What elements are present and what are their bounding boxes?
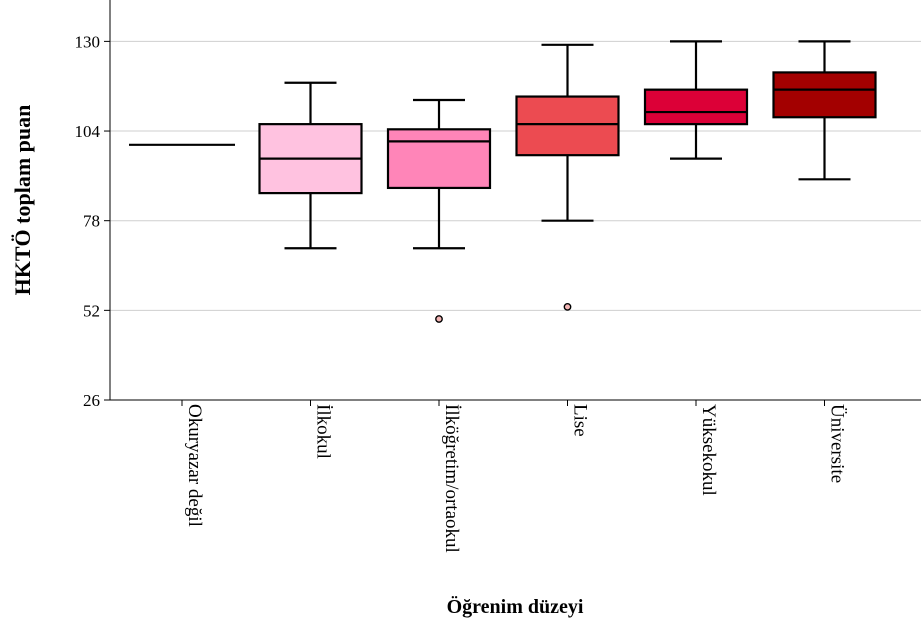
category-label: İlköğretim/ortaokul [441, 404, 462, 553]
box-4 [515, 43, 620, 311]
category-label: İlkokul [313, 404, 334, 459]
category-label: Üniversite [827, 404, 848, 483]
y-tick-label: 78 [83, 212, 100, 231]
box-rect [643, 88, 749, 126]
y-axis-title: HKTÖ toplam puan [10, 105, 35, 296]
box-3 [386, 98, 492, 323]
y-tick-label: 52 [83, 301, 100, 320]
boxes [129, 40, 877, 323]
box-6 [772, 40, 877, 181]
outlier-point [563, 302, 572, 311]
category-label: Lise [570, 404, 591, 437]
box-rect [515, 95, 620, 157]
box-rect [386, 128, 492, 190]
category-label: Yüksekokul [698, 404, 719, 496]
box-5 [643, 40, 749, 160]
y-tick-label: 26 [83, 391, 100, 410]
x-axis-title: Öğrenim düzeyi [447, 595, 584, 618]
box-2 [258, 81, 363, 250]
box-rect [772, 71, 877, 119]
y-tick-label: 104 [75, 122, 101, 141]
labels: 26 52 78 104 130 Okuryazar değil İlkokul İlköğr… [75, 32, 848, 552]
axes [104, 0, 921, 406]
category-label: Okuryazar değil [184, 404, 205, 527]
outlier-point [435, 315, 443, 323]
y-tick-label: 130 [75, 32, 101, 51]
